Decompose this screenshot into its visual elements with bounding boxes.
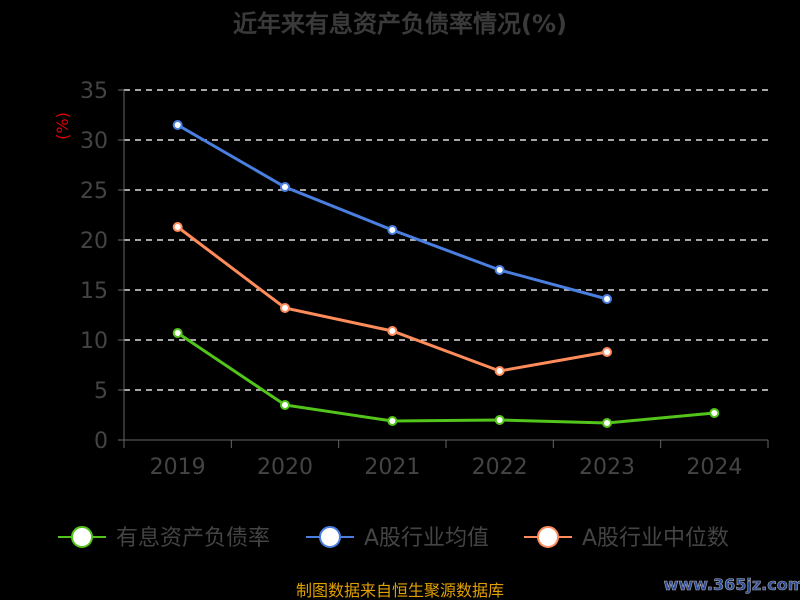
- legend-marker: [319, 526, 341, 548]
- legend-marker: [537, 526, 559, 548]
- data-point: [280, 303, 290, 313]
- y-tick-label: 25: [80, 179, 108, 204]
- x-tick-label: 2020: [257, 455, 313, 480]
- x-tick-label: 2021: [364, 455, 420, 480]
- legend-marker: [71, 526, 93, 548]
- legend-label[interactable]: 有息资产负债率: [116, 526, 270, 551]
- data-point: [172, 120, 183, 130]
- legend-label[interactable]: A股行业均值: [364, 526, 489, 551]
- data-point: [280, 400, 290, 410]
- x-tick-label: 2019: [150, 455, 206, 480]
- x-tick-label: 2022: [472, 455, 528, 480]
- series-line-0: [176, 331, 715, 425]
- data-point: [602, 347, 612, 357]
- watermark: www.365jz.com: [664, 575, 800, 594]
- y-tick-label: 20: [80, 229, 108, 254]
- y-tick-label: 35: [80, 79, 108, 104]
- series-line-1: [176, 123, 608, 301]
- x-tick-label: 2023: [579, 455, 635, 480]
- data-point: [494, 265, 505, 275]
- y-tick-label: 5: [94, 379, 108, 404]
- x-tick-label: 2024: [686, 455, 742, 480]
- y-tick-label: 0: [94, 429, 108, 454]
- data-point: [280, 182, 290, 192]
- data-point: [709, 408, 720, 418]
- y-tick-label: 10: [80, 329, 108, 354]
- source-note: 制图数据来自恒生聚源数据库: [296, 581, 504, 600]
- data-point: [387, 326, 398, 336]
- y-axis-label: (%): [53, 112, 72, 140]
- data-point: [172, 222, 183, 232]
- y-tick-label: 15: [80, 279, 108, 304]
- data-point: [494, 415, 505, 425]
- data-point: [494, 366, 505, 376]
- chart-title: 近年来有息资产负债率情况(%): [233, 10, 567, 38]
- data-point: [387, 416, 398, 426]
- data-point: [172, 328, 183, 338]
- series-line-2: [176, 225, 608, 373]
- data-point: [602, 294, 612, 304]
- legend-label[interactable]: A股行业中位数: [582, 526, 729, 551]
- data-point: [387, 225, 398, 235]
- y-tick-label: 30: [80, 129, 108, 154]
- data-point: [602, 418, 612, 428]
